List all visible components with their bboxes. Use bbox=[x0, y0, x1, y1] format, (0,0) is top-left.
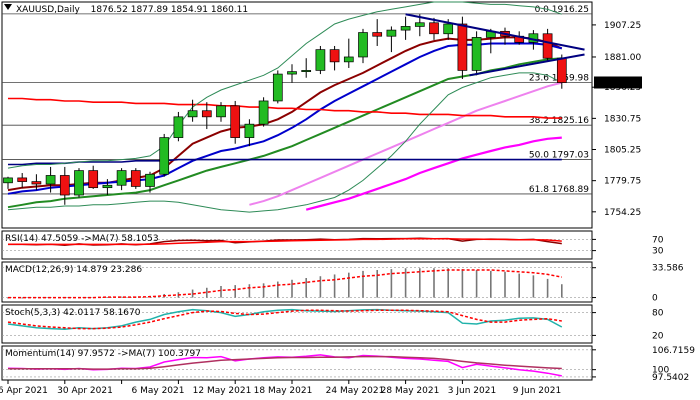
date-tick-label: 9 Jun 2021 bbox=[513, 386, 561, 396]
fib-level-label: 61.8 1768.89 bbox=[529, 185, 589, 195]
ohlc-readout: 1876.52 1877.89 1854.91 1860.11 bbox=[91, 5, 248, 15]
indicator-series-line bbox=[7, 309, 562, 330]
date-tick-label: 30 Apr 2021 bbox=[57, 386, 113, 396]
date-tick-label: 24 May 2021 bbox=[326, 386, 385, 396]
price-plot-frame bbox=[1, 1, 593, 229]
candle-body bbox=[414, 22, 425, 27]
indicator-tick-label: 0 bbox=[652, 294, 658, 304]
price-panel-header: XAUUSD,Daily 1876.52 1877.89 1854.91 186… bbox=[16, 5, 248, 15]
ma-green-line bbox=[7, 57, 562, 209]
candle-body bbox=[287, 71, 297, 75]
candle-body bbox=[17, 177, 28, 182]
indicator-tick-label: 106.7159 bbox=[652, 346, 695, 356]
candle-body bbox=[88, 170, 99, 189]
candle-body bbox=[329, 49, 340, 63]
ma-magenta-line bbox=[305, 136, 562, 211]
candle-body bbox=[116, 170, 127, 186]
candle-body bbox=[159, 137, 170, 175]
current-price-tag bbox=[594, 76, 642, 89]
fib-level-label: 38.2 1825.16 bbox=[529, 116, 589, 126]
price-tick-label: 1805.25 bbox=[604, 146, 641, 156]
fib-level-label: 0.0 1916.25 bbox=[535, 5, 589, 15]
indicator-tick-label: 80 bbox=[652, 309, 664, 319]
candle-body bbox=[74, 170, 84, 196]
price-panel: 1907.251881.001856.251830.751805.251779.… bbox=[1, 1, 642, 229]
candle-body bbox=[244, 123, 255, 138]
indicator-panel: 70 30 RSI(14) 47.5059 ->MA(7) 58.1053 bbox=[1, 230, 664, 260]
date-axis: 26 Apr 2021 30 Apr 2021 6 May 2021 12 May 2… bbox=[0, 380, 561, 396]
candle-body bbox=[201, 110, 212, 118]
bb-lower-line bbox=[7, 72, 563, 213]
candle-body bbox=[358, 32, 368, 58]
candle-body bbox=[45, 175, 56, 185]
candle-body bbox=[272, 73, 283, 102]
candle-body bbox=[457, 23, 468, 71]
date-tick-label: 18 May 2021 bbox=[254, 386, 313, 396]
date-tick-label: 3 Jun 2021 bbox=[448, 386, 496, 396]
candle-body bbox=[315, 49, 326, 71]
candle-body bbox=[59, 175, 70, 196]
candle-body bbox=[400, 26, 411, 31]
indicator-tick-label: 70 bbox=[652, 235, 664, 245]
ma-navy-flat-line bbox=[8, 158, 562, 166]
candle-body bbox=[443, 23, 454, 35]
indicator-frame bbox=[1, 261, 593, 303]
collapse-arrow-icon[interactable] bbox=[4, 4, 12, 10]
price-tick-label: 1754.25 bbox=[604, 208, 641, 218]
candle-body bbox=[230, 105, 241, 138]
ma-blue-line bbox=[7, 42, 563, 195]
candle-body bbox=[187, 110, 198, 118]
candle-body bbox=[31, 181, 42, 185]
indicator-tick-label: 100 bbox=[652, 366, 669, 376]
candle-body bbox=[343, 56, 354, 63]
indicator-label: RSI(14) 47.5059 ->MA(7) 58.1053 bbox=[5, 234, 159, 244]
candle-body bbox=[216, 105, 226, 118]
indicator-tick-label: 20 bbox=[652, 331, 664, 341]
candle-body bbox=[429, 22, 439, 35]
price-tick-label: 1907.25 bbox=[604, 21, 641, 31]
candle-body bbox=[542, 33, 553, 59]
indicator-series-line bbox=[8, 355, 562, 370]
candle-body bbox=[130, 170, 141, 187]
indicator-panels: 70 30 RSI(14) 47.5059 ->MA(7) 58.1053 33.58… bbox=[1, 230, 695, 383]
indicator-tick-label: 97.5402 bbox=[652, 373, 689, 383]
indicator-label: Momentum(14) 97.9572 ->MA(7) 100.3797 bbox=[5, 349, 201, 359]
candle-body bbox=[173, 116, 184, 138]
symbol-timeframe: XAUUSD,Daily bbox=[16, 5, 80, 15]
indicator-tick-label: 33.586 bbox=[652, 264, 684, 274]
candle-body bbox=[258, 100, 269, 125]
candle-body bbox=[301, 70, 312, 72]
indicator-series-line bbox=[8, 269, 562, 299]
indicator-label: MACD(12,26,9) 14.879 23.286 bbox=[5, 265, 142, 275]
candle-body bbox=[556, 57, 567, 83]
date-tick-label: 26 Apr 2021 bbox=[0, 386, 48, 396]
indicator-frame bbox=[1, 345, 593, 381]
date-tick-label: 28 May 2021 bbox=[381, 386, 440, 396]
price-tick-label: 1779.75 bbox=[604, 177, 641, 187]
indicator-panel: 80 20 Stoch(5,3,3) 42.0117 58.1670 bbox=[1, 304, 664, 344]
candle-body bbox=[372, 32, 383, 37]
triangle-trendline bbox=[405, 13, 585, 51]
triangle-trendline bbox=[469, 53, 585, 77]
candle-body bbox=[386, 29, 397, 37]
indicator-series-line bbox=[8, 238, 562, 246]
candle-body bbox=[102, 184, 113, 189]
candle-body bbox=[3, 177, 13, 184]
ma-red-flat-line bbox=[8, 97, 562, 119]
date-tick-label: 6 May 2021 bbox=[132, 386, 185, 396]
bb-upper-line bbox=[7, 1, 562, 169]
price-tick-label: 1830.75 bbox=[604, 114, 641, 124]
current-price-label: 1860.11 bbox=[597, 78, 634, 88]
indicator-tick-label: 30 bbox=[652, 247, 664, 257]
date-tick-label: 12 May 2021 bbox=[193, 386, 252, 396]
candle-body bbox=[145, 173, 155, 187]
indicator-label: Stoch(5,3,3) 42.0117 58.1670 bbox=[5, 308, 141, 318]
fib-level-label: 50.0 1797.03 bbox=[529, 151, 589, 161]
price-tick-label: 1881.00 bbox=[604, 53, 641, 63]
candle-body bbox=[471, 37, 482, 71]
indicator-panel: 33.586 0 MACD(12,26,9) 14.879 23.286 bbox=[1, 261, 684, 304]
